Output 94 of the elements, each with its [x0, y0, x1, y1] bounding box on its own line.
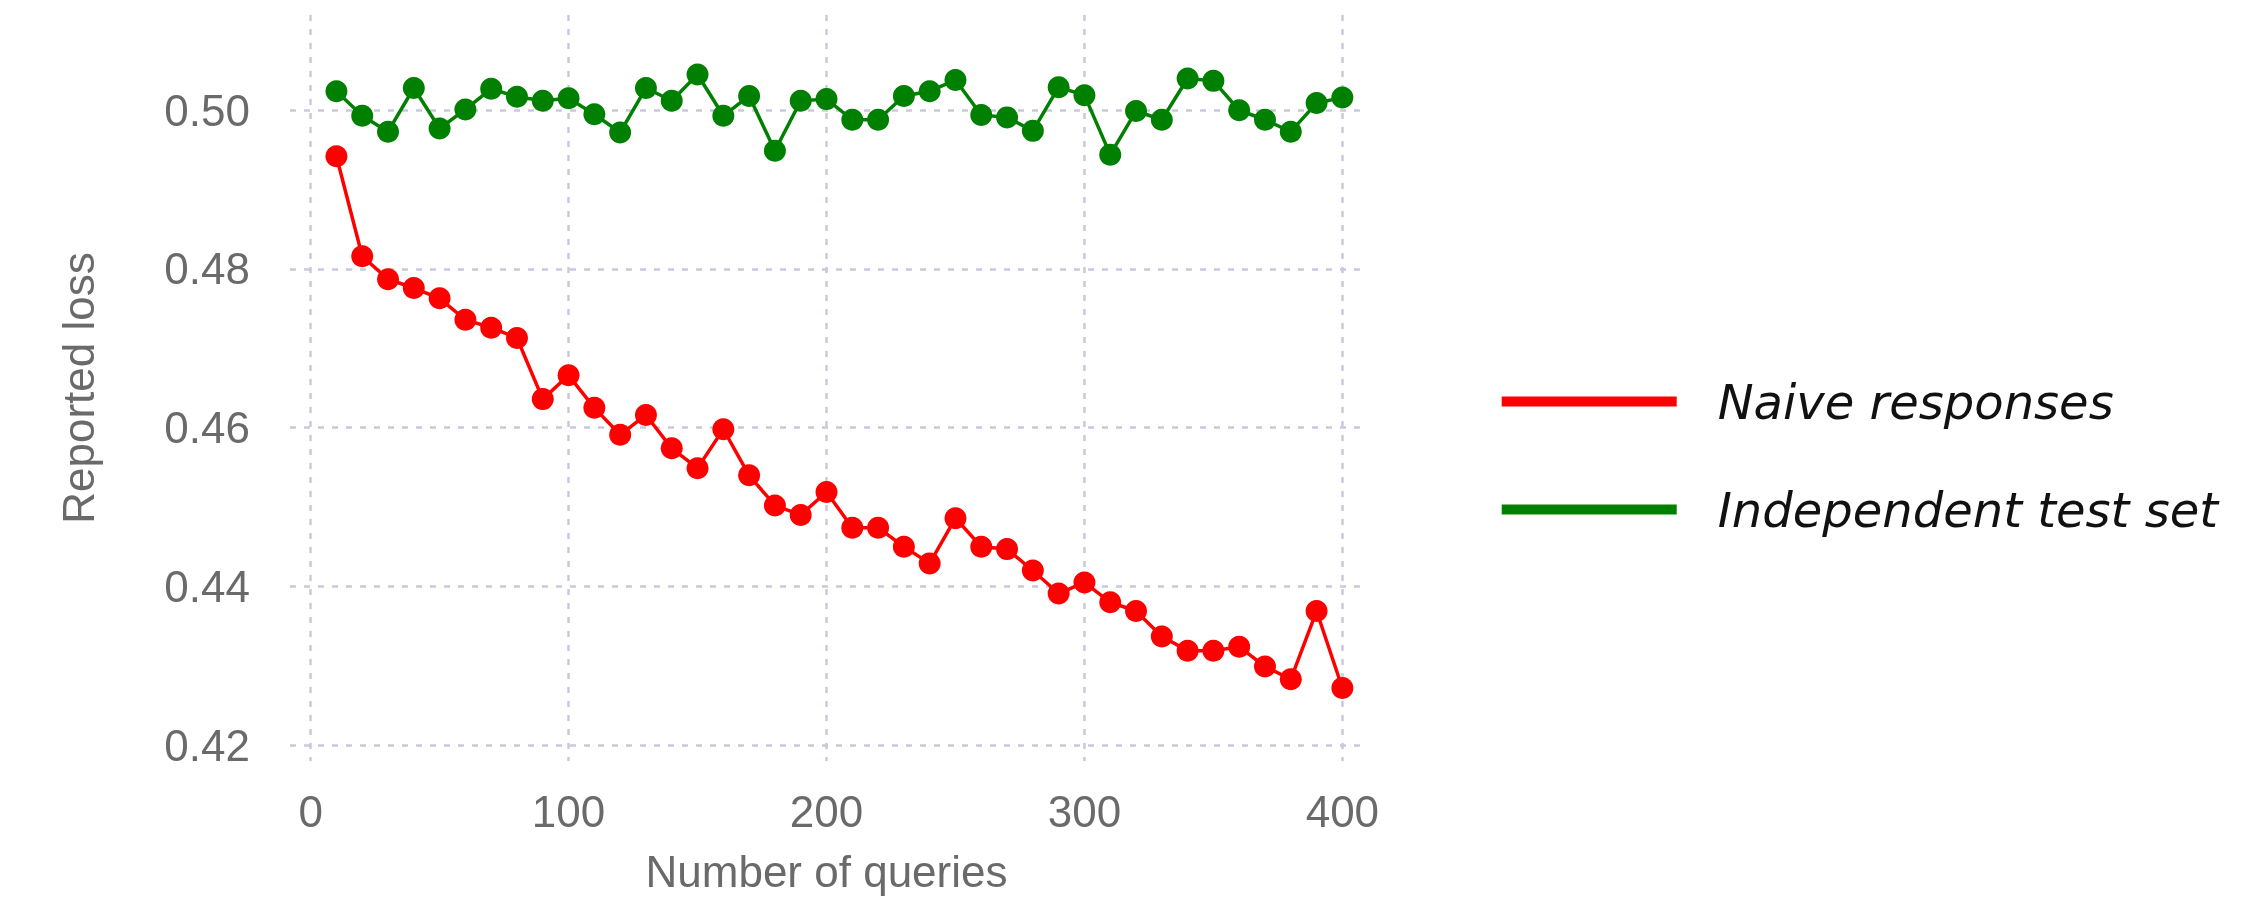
- point: [686, 457, 709, 480]
- x-axis-title: Number of queries: [645, 846, 1008, 896]
- point: [1331, 676, 1354, 699]
- point: [1202, 639, 1225, 662]
- y-tick-label: 0.44: [164, 561, 250, 611]
- point: [428, 117, 451, 140]
- point: [480, 316, 503, 339]
- point: [531, 89, 554, 112]
- point: [506, 85, 528, 108]
- point: [428, 287, 451, 310]
- x-tick-label: 400: [1305, 786, 1380, 836]
- point: [738, 84, 761, 107]
- point: [402, 77, 425, 100]
- point: [557, 87, 580, 110]
- point: [996, 106, 1019, 129]
- point: [1073, 571, 1096, 594]
- point: [1254, 655, 1276, 678]
- point: [815, 480, 838, 503]
- point: [789, 503, 812, 526]
- point: [377, 120, 400, 143]
- legend-label: Naive responses: [1717, 373, 2114, 430]
- point: [531, 388, 554, 411]
- point: [454, 308, 477, 331]
- point: [609, 423, 632, 446]
- point: [918, 552, 941, 575]
- point: [377, 268, 400, 291]
- point: [1202, 69, 1225, 92]
- point: [867, 108, 890, 131]
- point: [1279, 668, 1302, 691]
- x-tick-label: 100: [531, 786, 606, 836]
- point: [892, 84, 915, 107]
- point: [557, 364, 580, 387]
- point: [402, 277, 425, 299]
- y-tick-label: 0.42: [164, 720, 250, 770]
- y-tick-label: 0.48: [164, 244, 250, 294]
- x-tick-label: 0: [298, 786, 323, 836]
- point: [1176, 67, 1199, 90]
- point: [1047, 76, 1070, 99]
- point: [583, 396, 606, 419]
- x-tick-label: 300: [1047, 786, 1122, 836]
- point: [660, 437, 683, 460]
- point: [918, 80, 941, 103]
- y-axis-title: Reported loss: [53, 252, 103, 524]
- point: [712, 104, 735, 127]
- point: [660, 89, 683, 112]
- point: [480, 77, 503, 100]
- point: [583, 103, 606, 126]
- point: [1021, 559, 1044, 582]
- point: [763, 139, 786, 162]
- point: [1047, 582, 1070, 605]
- point: [1279, 120, 1302, 143]
- point: [609, 121, 632, 144]
- legend-label: Independent test set: [1717, 481, 2221, 538]
- point: [1254, 108, 1276, 131]
- point: [351, 104, 374, 127]
- point: [1125, 600, 1148, 622]
- point: [1073, 84, 1096, 107]
- point: [867, 516, 890, 539]
- point: [892, 535, 915, 558]
- point: [1150, 108, 1173, 131]
- point: [944, 507, 967, 530]
- y-tick-label: 0.50: [164, 85, 250, 135]
- point: [1150, 625, 1173, 648]
- point: [763, 494, 786, 517]
- y-tick-label: 0.46: [164, 403, 250, 453]
- point: [1099, 143, 1122, 166]
- point: [325, 80, 348, 103]
- point: [815, 88, 838, 111]
- point: [738, 464, 761, 487]
- point: [1305, 600, 1328, 622]
- point: [1099, 591, 1122, 614]
- point: [686, 63, 709, 86]
- point: [789, 89, 812, 112]
- point: [506, 327, 528, 349]
- point: [351, 245, 374, 268]
- point: [1228, 99, 1251, 122]
- point: [841, 108, 864, 131]
- point: [1228, 635, 1251, 658]
- point: [841, 516, 864, 539]
- point: [1021, 119, 1044, 142]
- point: [1305, 92, 1328, 115]
- point: [970, 104, 993, 126]
- point: [1125, 100, 1148, 123]
- point: [944, 69, 967, 92]
- point: [970, 535, 993, 558]
- x-tick-label: 200: [789, 786, 864, 836]
- point: [996, 538, 1019, 561]
- point: [454, 98, 477, 121]
- point: [634, 403, 657, 426]
- point: [712, 418, 735, 441]
- point: [325, 145, 348, 168]
- point: [1331, 86, 1354, 109]
- point: [1176, 639, 1199, 662]
- point: [634, 77, 657, 100]
